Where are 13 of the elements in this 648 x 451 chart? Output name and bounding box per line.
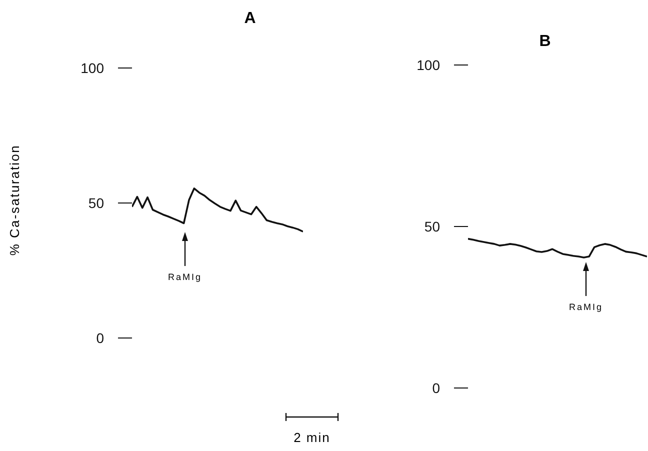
y-tick-label: 0: [432, 380, 440, 396]
y-axis-title: % Ca-saturation: [7, 143, 23, 258]
text: 2 min: [292, 430, 332, 445]
y-tick-label: 0: [96, 330, 104, 346]
chart-title: B: [538, 33, 552, 51]
y-tick-label: 100: [416, 56, 440, 73]
annotation: RaMIg: [166, 272, 203, 282]
annotation: RaMIg: [568, 302, 604, 312]
y-tick-label: 50: [88, 194, 104, 211]
chart-title: A: [243, 10, 257, 28]
line-series: [468, 238, 647, 258]
y-tick-label: 50: [424, 218, 440, 234]
y-tick-label: 100: [80, 60, 104, 76]
